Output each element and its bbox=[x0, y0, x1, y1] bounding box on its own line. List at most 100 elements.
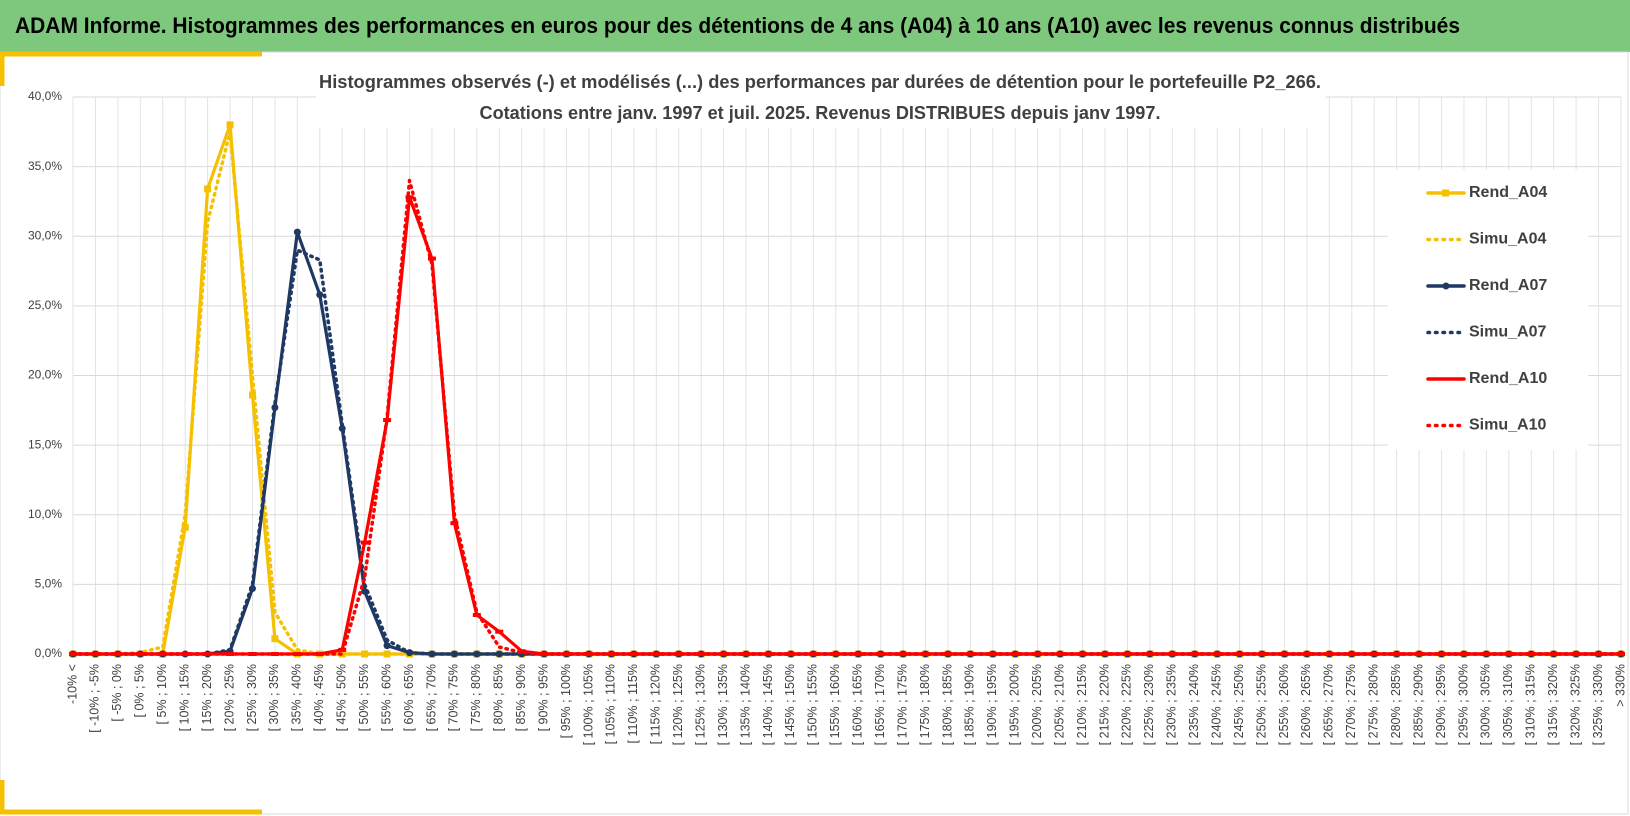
legend-label: Rend_A07 bbox=[1469, 277, 1547, 294]
x-tick-label: [ 295% ; 300% bbox=[1456, 664, 1470, 745]
x-tick-label: [ 325% ; 330% bbox=[1591, 664, 1605, 745]
x-tick-label: [ 80% ; 85% bbox=[492, 664, 506, 731]
x-tick-label: [ 0% ; 5% bbox=[133, 664, 147, 718]
x-tick-label: [ 285% ; 290% bbox=[1411, 664, 1425, 745]
x-tick-label: [ 70% ; 75% bbox=[447, 664, 461, 731]
chart-title: Histogrammes observés (-) et modélisés (… bbox=[319, 72, 1321, 92]
x-tick-label: [ 130% ; 135% bbox=[716, 664, 730, 745]
header-title: ADAM Informe. Histogrammes des performan… bbox=[15, 13, 1460, 38]
x-tick-label: [ 85% ; 90% bbox=[514, 664, 528, 731]
x-tick-label: [ 75% ; 80% bbox=[469, 664, 483, 731]
marker bbox=[226, 121, 234, 129]
x-tick-label: [ 50% ; 55% bbox=[357, 664, 371, 731]
x-tick-label: [ -5% ; 0% bbox=[110, 664, 124, 722]
x-tick-label: [ 175% ; 180% bbox=[918, 664, 932, 745]
chart-frame bbox=[0, 51, 1629, 815]
corner-accent bbox=[0, 51, 262, 86]
legend-bg bbox=[1388, 170, 1588, 450]
y-tick-label: 5,0% bbox=[35, 577, 63, 591]
x-tick-label: [ 150% ; 155% bbox=[806, 664, 820, 745]
legend-label: Simu_A07 bbox=[1469, 324, 1546, 341]
x-tick-label: [ 270% ; 275% bbox=[1344, 664, 1358, 745]
x-tick-label: [ 180% ; 185% bbox=[940, 664, 954, 745]
y-tick-label: 20,0% bbox=[28, 368, 62, 382]
x-tick-label: [ 65% ; 70% bbox=[424, 664, 438, 731]
plot: 0,0% 5,0% 10,0% 15,0% 20,0% 25,0% 30,0% 35,0% 40… bbox=[28, 89, 1627, 745]
x-tick-label: [ 300% ; 305% bbox=[1479, 664, 1493, 745]
y-tick-label: 10,0% bbox=[28, 507, 62, 521]
corner-accent bbox=[0, 780, 262, 815]
x-tick-label: [ 260% ; 265% bbox=[1299, 664, 1313, 745]
x-tick-label: [ 45% ; 50% bbox=[335, 664, 349, 731]
x-tick-label: [ 230% ; 235% bbox=[1165, 664, 1179, 745]
marker bbox=[293, 228, 301, 236]
x-tick-label: [ 95% ; 100% bbox=[559, 664, 573, 738]
x-tick-label: [ 90% ; 95% bbox=[536, 664, 550, 731]
y-tick-label: 30,0% bbox=[28, 228, 62, 242]
x-tick-label: [ 185% ; 190% bbox=[963, 664, 977, 745]
x-tick-label: [ 135% ; 140% bbox=[738, 664, 752, 745]
x-tick-label: [ 20% ; 25% bbox=[222, 664, 236, 731]
x-tick-label: [ 235% ; 240% bbox=[1187, 664, 1201, 745]
x-tick-label: [ 125% ; 130% bbox=[693, 664, 707, 745]
series-line bbox=[71, 178, 1623, 656]
header-bar bbox=[0, 0, 1630, 52]
marker bbox=[248, 391, 256, 399]
x-tick-label: [ 280% ; 285% bbox=[1389, 664, 1403, 745]
x-tick-label: -10% < bbox=[65, 664, 79, 704]
x-tick-label: [ 105% ; 110% bbox=[604, 664, 618, 744]
x-tick-label: [ 30% ; 35% bbox=[267, 664, 281, 731]
x-tick-label: [ 35% ; 40% bbox=[290, 664, 304, 731]
x-tick-label: [ 195% ; 200% bbox=[1008, 664, 1022, 745]
x-tick-label: [ 110% ; 115% bbox=[626, 664, 640, 743]
x-tick-label: [ 190% ; 195% bbox=[985, 664, 999, 745]
marker bbox=[181, 523, 189, 531]
legend-label: Simu_A10 bbox=[1469, 417, 1546, 434]
x-tick-label: [ 215% ; 220% bbox=[1097, 664, 1111, 745]
legend-marker bbox=[1442, 282, 1450, 290]
y-tick-label: 35,0% bbox=[28, 159, 62, 173]
x-tick-label: > 330% bbox=[1613, 664, 1627, 707]
x-tick-label: [ 165% ; 170% bbox=[873, 664, 887, 745]
x-tick-label: [ 40% ; 45% bbox=[312, 664, 326, 731]
x-tick-label: [ 115% ; 120% bbox=[649, 664, 663, 744]
x-tick-label: [ 210% ; 215% bbox=[1075, 664, 1089, 745]
x-tick-label: [ 240% ; 245% bbox=[1209, 664, 1223, 745]
x-tick-label: [ -10% ; -5% bbox=[88, 664, 102, 733]
x-tick-label: [ 5% ; 10% bbox=[155, 664, 169, 724]
x-tick-label: [ 120% ; 125% bbox=[671, 664, 685, 745]
x-tick-label: [ 205% ; 210% bbox=[1052, 664, 1066, 745]
x-tick-label: [ 305% ; 310% bbox=[1501, 664, 1515, 745]
legend-label: Simu_A04 bbox=[1469, 231, 1546, 248]
x-tick-label: [ 250% ; 255% bbox=[1254, 664, 1268, 745]
x-tick-label: [ 55% ; 60% bbox=[379, 664, 393, 731]
x-tick-label: [ 320% ; 325% bbox=[1568, 664, 1582, 745]
x-tick-label: [ 155% ; 160% bbox=[828, 664, 842, 745]
legend-marker bbox=[1442, 189, 1449, 197]
legend-label: Rend_A10 bbox=[1469, 370, 1547, 387]
marker bbox=[383, 642, 391, 650]
chart-subtitle: Cotations entre janv. 1997 et juil. 2025… bbox=[480, 103, 1161, 123]
x-tick-label: [ 255% ; 260% bbox=[1277, 664, 1291, 745]
x-tick-label: [ 170% ; 175% bbox=[895, 664, 909, 745]
legend-label: Rend_A04 bbox=[1469, 184, 1547, 201]
x-tick-label: [ 265% ; 270% bbox=[1322, 664, 1336, 745]
y-tick-label: 40,0% bbox=[28, 89, 62, 103]
x-tick-label: [ 100% ; 105% bbox=[581, 664, 595, 745]
x-tick-label: [ 310% ; 315% bbox=[1524, 664, 1538, 745]
x-tick-label: [ 200% ; 205% bbox=[1030, 664, 1044, 745]
marker bbox=[316, 291, 324, 299]
x-tick-label: [ 225% ; 230% bbox=[1142, 664, 1156, 745]
y-tick-label: 15,0% bbox=[28, 437, 62, 451]
x-tick-label: [ 275% ; 280% bbox=[1367, 664, 1381, 745]
marker bbox=[271, 635, 279, 643]
x-tick-label: [ 145% ; 150% bbox=[783, 664, 797, 745]
x-tick-label: [ 15% ; 20% bbox=[200, 664, 214, 731]
x-tick-label: [ 10% ; 15% bbox=[177, 664, 191, 731]
x-tick-label: [ 60% ; 65% bbox=[402, 664, 416, 731]
y-tick-label: 0,0% bbox=[35, 646, 63, 660]
x-tick-label: [ 25% ; 30% bbox=[245, 664, 259, 731]
x-tick-label: [ 245% ; 250% bbox=[1232, 664, 1246, 745]
title-bg bbox=[316, 68, 1326, 128]
